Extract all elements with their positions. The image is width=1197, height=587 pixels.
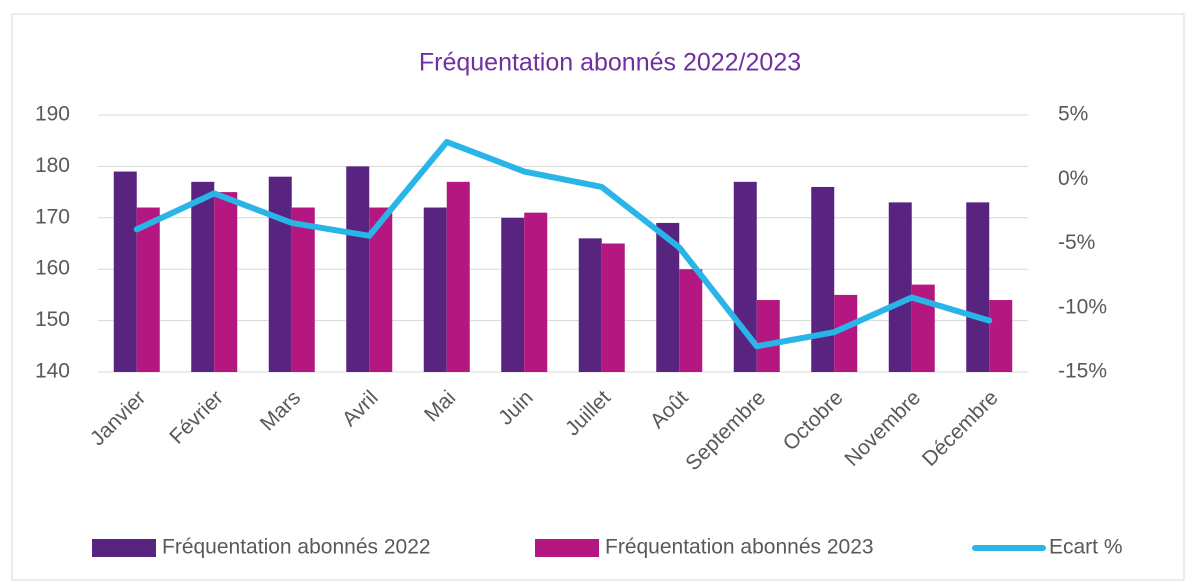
y-tick-label: 180: [35, 154, 70, 177]
bar: [214, 192, 238, 372]
bar: [291, 207, 315, 372]
line-series: [133, 138, 993, 350]
bar: [679, 269, 703, 372]
y2-tick-label: 5%: [1058, 103, 1088, 126]
bar: [578, 238, 602, 372]
y-tick-label: 170: [35, 205, 70, 228]
legend-swatch: [535, 539, 599, 557]
bar: [268, 176, 292, 372]
legend-label: Ecart %: [1049, 536, 1123, 559]
bar: [989, 300, 1013, 372]
y2-tick-label: -10%: [1058, 295, 1107, 318]
y-tick-label: 140: [35, 360, 70, 383]
bar: [191, 181, 215, 372]
bar: [113, 171, 137, 372]
bar: [369, 207, 393, 372]
bar: [911, 284, 935, 372]
bar: [756, 300, 780, 372]
bar: [834, 294, 858, 372]
bar: [888, 202, 912, 372]
bar: [446, 181, 470, 372]
bar: [346, 166, 370, 372]
y2-tick-label: -5%: [1058, 231, 1095, 254]
legend-swatch: [92, 539, 156, 557]
bar: [601, 243, 625, 372]
bar: [423, 207, 447, 372]
bar: [501, 217, 525, 372]
chart-title: Fréquentation abonnés 2022/2023: [419, 49, 801, 77]
bar: [656, 222, 680, 372]
y-tick-label: 150: [35, 308, 70, 331]
bar: [136, 207, 160, 372]
bar: [524, 212, 548, 372]
legend-label: Fréquentation abonnés 2023: [605, 536, 874, 559]
y2-tick-label: -15%: [1058, 360, 1107, 383]
y-tick-label: 190: [35, 103, 70, 126]
legend-label: Fréquentation abonnés 2022: [162, 536, 431, 559]
y-tick-label: 160: [35, 257, 70, 280]
y2-tick-label: 0%: [1058, 167, 1088, 190]
bar: [966, 202, 990, 372]
bar: [811, 186, 835, 372]
